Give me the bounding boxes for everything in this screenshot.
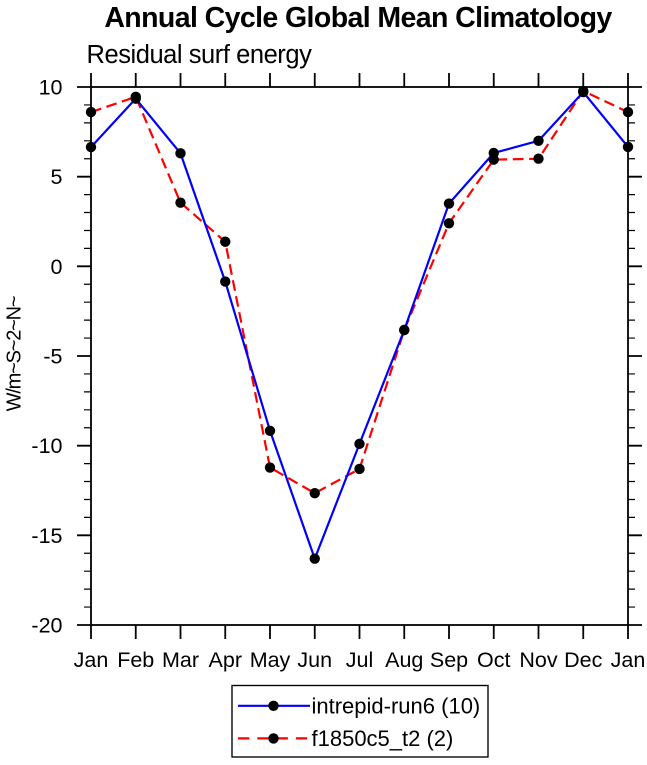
svg-text:-10: -10 xyxy=(31,434,62,458)
svg-text:May: May xyxy=(250,648,291,672)
svg-text:10: 10 xyxy=(39,76,63,100)
svg-text:Annual Cycle Global Mean Clima: Annual Cycle Global Mean Climatology xyxy=(104,2,612,34)
svg-text:Aug: Aug xyxy=(385,648,423,672)
svg-text:Oct: Oct xyxy=(477,648,510,672)
svg-text:Jul: Jul xyxy=(346,648,373,672)
svg-text:Sep: Sep xyxy=(430,648,468,672)
svg-text:Jun: Jun xyxy=(297,648,332,672)
svg-text:Feb: Feb xyxy=(117,648,154,672)
svg-text:0: 0 xyxy=(51,255,63,279)
svg-text:f1850c5_t2 (2): f1850c5_t2 (2) xyxy=(312,726,454,751)
svg-text:Mar: Mar xyxy=(162,648,199,672)
svg-text:Nov: Nov xyxy=(519,648,557,672)
svg-text:Apr: Apr xyxy=(209,648,242,672)
svg-text:intrepid-run6 (10): intrepid-run6 (10) xyxy=(312,694,481,719)
svg-text:-20: -20 xyxy=(31,614,62,638)
svg-text:Dec: Dec xyxy=(564,648,602,672)
svg-text:-5: -5 xyxy=(43,345,62,369)
svg-text:-15: -15 xyxy=(31,524,62,548)
svg-text:Residual surf energy: Residual surf energy xyxy=(87,41,313,69)
svg-text:Jan: Jan xyxy=(611,648,646,672)
svg-text:5: 5 xyxy=(51,165,63,189)
svg-text:Jan: Jan xyxy=(74,648,109,672)
svg-text:W/m~S~2~N~: W/m~S~2~N~ xyxy=(4,296,26,411)
